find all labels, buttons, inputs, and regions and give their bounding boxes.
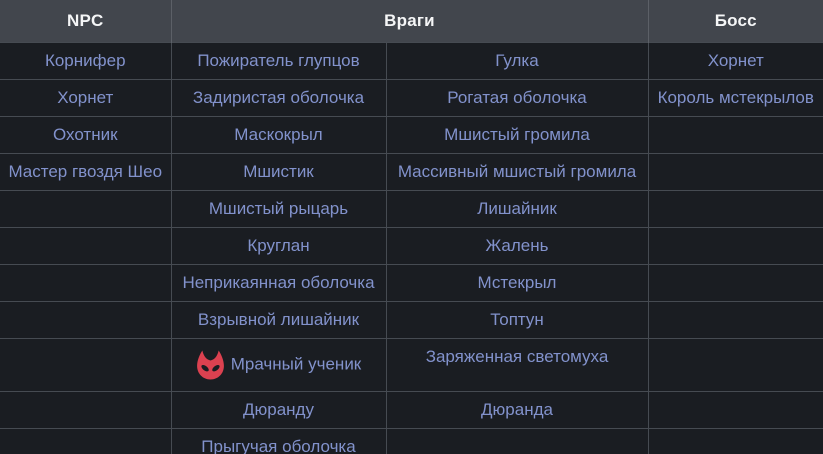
entity-link[interactable]: Заряженная светомуха [425,346,609,366]
entity-link[interactable]: Мастер гвоздя Шео [8,161,163,181]
empty-cell [0,300,172,339]
empty-cell [0,263,172,302]
entity-cell: Мстекрыл [385,263,649,302]
entity-cell: Мрачный ученик [170,337,387,392]
entity-cell: Гулка [385,41,649,80]
entity-cell: Взрывной лишайник [170,300,387,339]
entity-link[interactable]: Жалень [485,235,549,255]
empty-cell [647,300,823,339]
entity-cell: Заряженная светомуха [385,337,649,392]
empty-cell [385,427,649,454]
entity-link[interactable]: Хорнет [707,50,764,70]
entity-cell: Охотник [0,115,172,154]
table-row: Мрачный ученик Заряженная светомуха [0,337,823,392]
empty-cell [647,337,823,392]
entity-cell: Дюранда [385,390,649,429]
table-row: Взрывной лишайник Топтун [0,300,823,339]
entity-link[interactable]: Хорнет [57,87,114,107]
table-row: Хорнет Задиристая оболочка Рогатая оболочк… [0,78,823,117]
entity-link[interactable]: Гулка [495,50,539,70]
entity-cell: Мшистик [170,152,387,191]
entity-cell: Король мстекрылов [647,78,823,117]
entity-cell: Хорнет [647,41,823,80]
entity-link[interactable]: Маскокрыл [234,124,323,144]
empty-cell [0,427,172,454]
header-npc: NPC [0,0,172,42]
table-row: Мшистый рыцарь Лишайник [0,189,823,228]
empty-cell [647,263,823,302]
entity-cell: Неприкаянная оболочка [170,263,387,302]
entity-cell: Мастер гвоздя Шео [0,152,172,191]
entity-link[interactable]: Охотник [52,124,118,144]
table-row: Неприкаянная оболочка Мстекрыл [0,263,823,302]
entity-cell: Задиристая оболочка [170,78,387,117]
grimm-troupe-icon [196,350,224,379]
entity-cell: Дюранду [170,390,387,429]
entity-link[interactable]: Мрачный ученик [230,353,362,373]
entity-cell: Корнифер [0,41,172,80]
entity-link[interactable]: Дюранду [243,399,314,419]
empty-cell [0,189,172,228]
entity-link[interactable]: Пожиратель глупцов [197,50,360,70]
table-body: Корнифер Пожиратель глупцов Гулка Хорнет Хор… [0,41,823,454]
empty-cell [0,390,172,429]
entity-link[interactable]: Лишайник [477,198,557,218]
table-row: Дюранду Дюранда [0,390,823,429]
table-row: Корнифер Пожиратель глупцов Гулка Хорнет [0,41,823,80]
entity-link[interactable]: Мстекрыл [477,272,557,292]
table-row: Прыгучая оболочка [0,427,823,454]
entity-link[interactable]: Мшистый громила [444,124,590,144]
entity-cell: Лишайник [385,189,649,228]
empty-cell [647,226,823,265]
empty-cell [0,226,172,265]
entity-cell: Рогатая оболочка [385,78,649,117]
empty-cell [647,152,823,191]
header-boss: Босс [648,0,823,42]
entity-cell: Пожиратель глупцов [170,41,387,80]
empty-cell [0,337,172,392]
entity-link[interactable]: Взрывной лишайник [197,309,360,329]
entity-link[interactable]: Прыгучая оболочка [201,436,356,454]
entity-cell: Мшистый громила [385,115,649,154]
entity-link[interactable]: Круглан [247,235,310,255]
header-row: NPC Враги Босс [0,0,823,42]
entity-link[interactable]: Массивный мшистый громила [397,161,637,181]
entity-cell: Круглан [170,226,387,265]
empty-cell [647,390,823,429]
table-row: Круглан Жалень [0,226,823,265]
entity-link[interactable]: Мшистик [243,161,314,181]
empty-cell [647,115,823,154]
entity-cell: Хорнет [0,78,172,117]
table-row: Мастер гвоздя Шео Мшистик Массивный мшисты… [0,152,823,191]
entity-cell: Топтун [385,300,649,339]
entity-link[interactable]: Король мстекрылов [657,87,814,107]
entity-cell: Прыгучая оболочка [170,427,387,454]
entity-cell: Маскокрыл [170,115,387,154]
entity-link[interactable]: Корнифер [44,50,126,70]
header-enemies: Враги [171,0,649,42]
entity-link[interactable]: Дюранда [481,399,553,419]
empty-cell [647,427,823,454]
entity-cell: Жалень [385,226,649,265]
entity-link[interactable]: Задиристая оболочка [192,87,365,107]
entity-link[interactable]: Топтун [490,309,544,329]
table-row: Охотник Маскокрыл Мшистый громила [0,115,823,154]
entity-link[interactable]: Мшистый рыцарь [208,198,349,218]
entity-cell: Мшистый рыцарь [170,189,387,228]
empty-cell [647,189,823,228]
entity-link[interactable]: Неприкаянная оболочка [182,272,375,292]
entity-link[interactable]: Рогатая оболочка [447,87,587,107]
entity-cell: Массивный мшистый громила [385,152,649,191]
